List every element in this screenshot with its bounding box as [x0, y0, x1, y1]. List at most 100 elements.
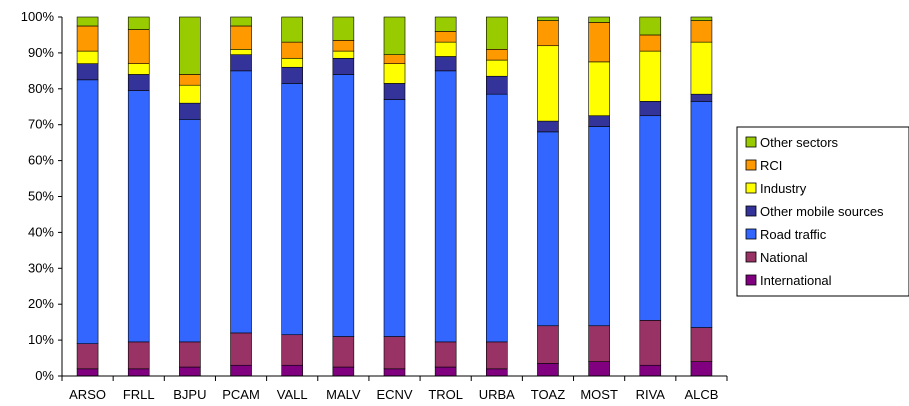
bar-segment-other-mobile-sources — [332, 57, 355, 75]
x-tick-label: PCAM — [222, 387, 260, 402]
bar-segment-industry — [230, 49, 252, 55]
bar-segment-national — [383, 336, 406, 370]
bar-segment-rci — [127, 29, 150, 64]
bar-segment-industry — [434, 41, 457, 57]
x-tick-label: URBA — [479, 387, 515, 402]
bar-segment-national — [127, 341, 150, 370]
bar-segment-national — [486, 341, 508, 370]
bar-stack-toaz — [537, 16, 559, 377]
bar-segment-international — [434, 366, 457, 377]
bar-segment-road-traffic — [434, 70, 457, 343]
bar-segment-rci — [537, 20, 559, 47]
bar-stack-riva — [639, 16, 662, 377]
bar-segment-industry — [537, 45, 559, 122]
bar-stack-most — [588, 16, 610, 377]
bar-segment-other-mobile-sources — [588, 115, 610, 127]
bar-segment-international — [486, 368, 508, 377]
bar-segment-other-mobile-sources — [639, 101, 662, 117]
bar-segment-rci — [588, 22, 610, 63]
bar-segment-rci — [486, 49, 508, 61]
y-tick-label: 70% — [28, 117, 54, 132]
bar-segment-road-traffic — [332, 74, 355, 337]
bar-segment-other-mobile-sources — [127, 74, 150, 91]
legend-label-other-sectors: Other sectors — [760, 135, 839, 150]
y-tick-label: 20% — [28, 296, 54, 311]
bar-segment-other-mobile-sources — [537, 120, 559, 133]
bar-segment-road-traffic — [230, 70, 252, 334]
bar-segment-national — [332, 336, 355, 368]
bar-segment-road-traffic — [690, 101, 713, 328]
bar-segment-other-sectors — [332, 16, 355, 41]
bar-segment-rci — [230, 25, 252, 50]
bar-segment-road-traffic — [383, 99, 406, 337]
bar-segment-industry — [690, 41, 713, 95]
legend: Other sectors RCI Industry Other mobile sou… — [736, 126, 909, 297]
bar-segment-road-traffic — [127, 90, 150, 343]
x-tick-label: ARSO — [69, 387, 106, 402]
x-tick-label: RIVA — [636, 387, 666, 402]
y-tick-label: 30% — [28, 260, 54, 275]
bar-segment-other-sectors — [486, 16, 508, 50]
bar-segment-industry — [179, 84, 201, 104]
bar-segment-other-sectors — [127, 16, 150, 30]
bar-segment-national — [179, 341, 201, 368]
x-tick-label: ECNV — [376, 387, 412, 402]
bar-segment-rci — [639, 34, 662, 52]
bar-segment-other-mobile-sources — [230, 54, 252, 72]
bar-segment-international — [690, 361, 713, 377]
bar-segment-international — [76, 368, 99, 377]
x-tick-label: MALV — [326, 387, 361, 402]
bar-segment-rci — [281, 41, 303, 59]
bar-segment-road-traffic — [588, 126, 610, 327]
y-tick-label: 60% — [28, 153, 54, 168]
bar-segment-other-mobile-sources — [690, 93, 713, 102]
bar-segment-international — [332, 366, 355, 377]
x-axis: ARSO FRLL BJPU PCAM VALL MALV ECNV TROL URBA TOAZ… — [61, 375, 728, 402]
bar-segment-rci — [434, 31, 457, 43]
bars — [76, 16, 713, 377]
x-tick-label: TROL — [428, 387, 463, 402]
bar-segment-national — [690, 327, 713, 362]
x-tick-label: VALL — [277, 387, 308, 402]
bar-segment-international — [281, 364, 303, 377]
bar-stack-vall — [281, 16, 303, 377]
legend-swatch-road-traffic — [745, 228, 757, 240]
bar-segment-road-traffic — [179, 119, 201, 343]
bar-segment-rci — [332, 40, 355, 52]
bar-segment-other-sectors — [639, 16, 662, 36]
legend-swatch-other-sectors — [745, 136, 757, 148]
y-tick-label: 40% — [28, 224, 54, 239]
bar-segment-national — [281, 334, 303, 366]
bar-segment-industry — [639, 50, 662, 102]
bar-segment-other-sectors — [588, 16, 610, 23]
bar-segment-industry — [383, 63, 406, 84]
bar-stack-pcam — [230, 16, 252, 377]
bar-stack-alcb — [690, 16, 713, 377]
y-tick-label: 0% — [35, 368, 54, 383]
x-tick-label: FRLL — [123, 387, 155, 402]
bar-segment-industry — [127, 63, 150, 75]
bar-segment-international — [127, 368, 150, 377]
y-axis: 0% 10% 20% 30% 40% 50% 60% 70% 80% 90% 100% — [21, 9, 63, 383]
bar-segment-other-mobile-sources — [179, 102, 201, 120]
bar-segment-road-traffic — [486, 93, 508, 343]
bar-stack-bjpu — [179, 16, 201, 377]
y-tick-label: 10% — [28, 332, 54, 347]
bar-segment-other-sectors — [434, 16, 457, 32]
bar-segment-other-sectors — [76, 16, 99, 27]
bar-stack-urba — [486, 16, 508, 377]
y-tick-label: 100% — [21, 9, 55, 24]
bar-segment-national — [230, 332, 252, 366]
bar-stack-malv — [332, 16, 355, 377]
y-tick-label: 90% — [28, 45, 54, 60]
bar-segment-national — [588, 325, 610, 362]
bar-segment-international — [230, 364, 252, 377]
bar-segment-other-mobile-sources — [486, 75, 508, 95]
bar-segment-other-sectors — [383, 16, 406, 55]
bar-segment-national — [434, 341, 457, 368]
legend-label-road-traffic: Road traffic — [760, 227, 827, 242]
bar-segment-other-sectors — [281, 16, 303, 43]
bar-segment-road-traffic — [76, 79, 99, 344]
legend-swatch-national — [745, 251, 757, 263]
